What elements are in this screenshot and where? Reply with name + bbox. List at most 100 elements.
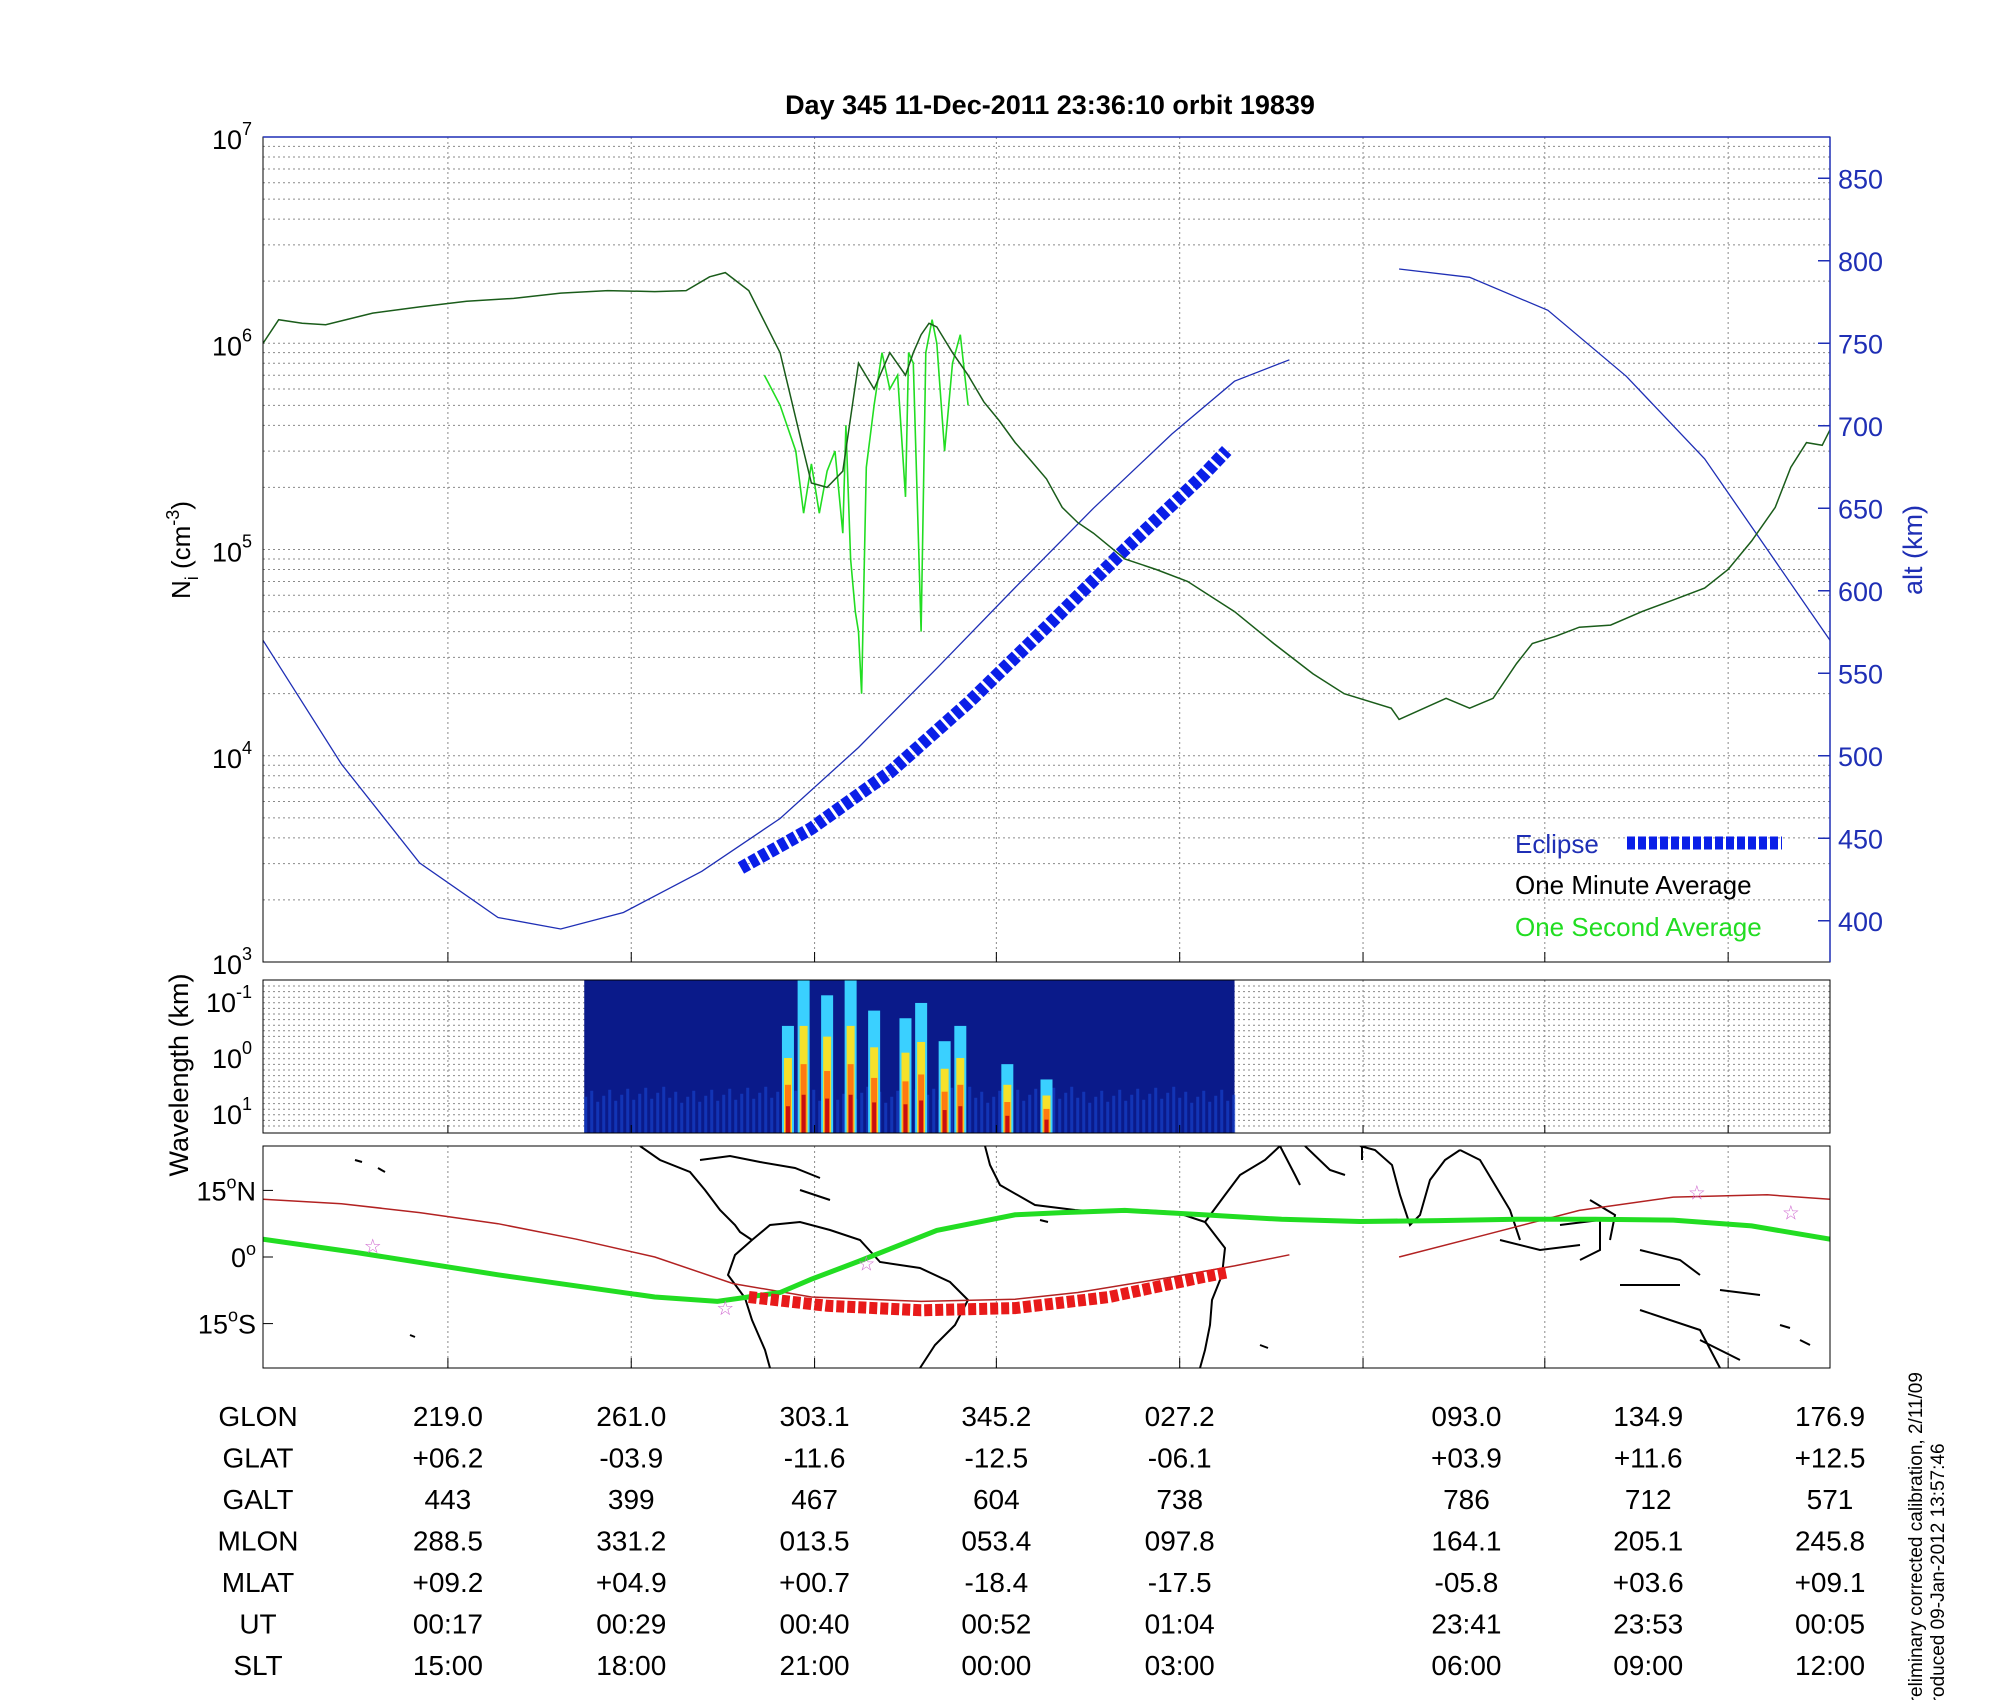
- spectrogram-noise-column: [728, 1088, 732, 1133]
- spectrogram-noise-column: [668, 1097, 672, 1133]
- table-cell: 06:00: [1431, 1650, 1501, 1681]
- spectrogram-noise-column: [596, 1101, 600, 1133]
- table-cell: 21:00: [780, 1650, 850, 1681]
- table-cell: 00:52: [961, 1609, 1031, 1640]
- table-cell: +00.7: [779, 1567, 850, 1598]
- spectrogram-noise-column: [1154, 1087, 1158, 1133]
- spectrogram-noise-column: [662, 1086, 666, 1133]
- altitude-tick-label: 750: [1838, 329, 1883, 359]
- spectrogram-noise-column: [812, 1089, 816, 1133]
- table-cell: 331.2: [596, 1526, 666, 1557]
- legend-one-minute-label: One Minute Average: [1515, 870, 1752, 900]
- table-cell: 01:04: [1145, 1609, 1215, 1640]
- table-cell: 03:00: [1145, 1650, 1215, 1681]
- legend-eclipse-label: Eclipse: [1515, 829, 1599, 859]
- spectrogram-burst-core: [848, 1094, 853, 1133]
- spectrogram-noise-column: [740, 1093, 744, 1133]
- table-cell: +03.9: [1431, 1443, 1502, 1474]
- spectrogram-noise-column: [602, 1095, 606, 1133]
- table-cell: 09:00: [1613, 1650, 1683, 1681]
- spectrogram-noise-column: [1118, 1089, 1122, 1133]
- star-marker: ☆: [1782, 1203, 1800, 1225]
- spectrogram-noise-column: [1052, 1087, 1056, 1133]
- spectrogram-noise-column: [794, 1090, 798, 1133]
- table-cell: 18:00: [596, 1650, 666, 1681]
- spectrogram-noise-column: [926, 1094, 930, 1133]
- calibration-note: Preliminary corrected calibration, 2/11/…: [1906, 1372, 1927, 1700]
- density-y-tick-label: 106: [212, 325, 252, 361]
- spectrogram-noise-column: [980, 1091, 984, 1133]
- one-second-average-line: [763, 319, 969, 694]
- spectrogram-noise-column: [1022, 1100, 1026, 1133]
- table-cell: -17.5: [1148, 1567, 1212, 1598]
- spectrogram-noise-column: [1088, 1102, 1092, 1133]
- spectrogram-noise-column: [1136, 1088, 1140, 1133]
- spectrogram-burst-core: [1044, 1119, 1049, 1133]
- spectrogram-noise-column: [896, 1090, 900, 1133]
- spectrogram-noise-column: [752, 1098, 756, 1133]
- table-cell: 134.9: [1613, 1401, 1683, 1432]
- table-cell: -03.9: [599, 1443, 663, 1474]
- map-latitude-ticks: 15oN 0o 15oS: [196, 1172, 1729, 1368]
- table-cell: -12.5: [964, 1443, 1028, 1474]
- spectrogram-noise-column: [1028, 1094, 1032, 1133]
- altitude-tick-label: 700: [1838, 412, 1883, 442]
- density-label-exp: -3: [163, 510, 183, 526]
- eclipse-track-line: [748, 1266, 1228, 1317]
- spectrogram-noise-column: [974, 1097, 978, 1133]
- table-cell: 15:00: [413, 1650, 483, 1681]
- density-label-close: ): [166, 501, 196, 510]
- spectrogram-image: [584, 980, 1236, 1133]
- legend-one-second-label: One Second Average: [1515, 912, 1762, 942]
- spectrogram-noise-column: [746, 1087, 750, 1133]
- density-label-sub: i: [182, 576, 202, 580]
- spectrogram-noise-column: [1220, 1089, 1224, 1133]
- spectrogram-noise-column: [674, 1091, 678, 1133]
- table-row-label: GLON: [218, 1401, 297, 1432]
- spectrogram-noise-column: [986, 1102, 990, 1133]
- spectrogram-noise-column: [608, 1089, 612, 1133]
- density-y-axis-label: Ni (cm-3): [163, 501, 202, 599]
- table-cell: 00:17: [413, 1609, 483, 1640]
- produced-note: Produced 09-Jan-2012 13:57:46: [1928, 1443, 1949, 1700]
- table-cell: 261.0: [596, 1401, 666, 1432]
- spectrogram-noise-column: [1112, 1095, 1116, 1133]
- spectrogram-y-ticks: 10-1 100 101: [206, 982, 1729, 1133]
- spectrogram-noise-column: [842, 1093, 846, 1133]
- star-marker: ☆: [716, 1298, 734, 1320]
- legend: Eclipse One Minute Average One Second Av…: [1515, 829, 1782, 942]
- table-cell: 176.9: [1795, 1401, 1865, 1432]
- spectrogram-noise-column: [680, 1102, 684, 1133]
- table-cell: 12:00: [1795, 1650, 1865, 1681]
- altitude-tick-label: 800: [1838, 247, 1883, 277]
- table-cell: 443: [425, 1484, 472, 1515]
- spectrogram-noise-column: [866, 1086, 870, 1133]
- magnetic-equator-line: [263, 1194, 1830, 1303]
- spectrogram-noise-column: [710, 1089, 714, 1133]
- table-cell: 604: [973, 1484, 1020, 1515]
- spectrogram-grid: [263, 980, 1830, 1133]
- star-marker: ☆: [1688, 1183, 1706, 1205]
- spectrogram-noise-column: [1166, 1092, 1170, 1133]
- spectrogram-noise-column: [632, 1099, 636, 1133]
- map-lat-tick-label: 15oS: [198, 1306, 256, 1340]
- spectrogram-noise-column: [584, 1096, 588, 1133]
- spectrogram-noise-column: [1172, 1086, 1176, 1133]
- spectrogram-noise-column: [1178, 1097, 1182, 1133]
- table-row-label: UT: [239, 1609, 276, 1640]
- coastline-india: [1359, 1146, 1461, 1227]
- spectrogram-burst-core: [785, 1106, 790, 1133]
- table-cell: +09.1: [1795, 1567, 1866, 1598]
- coastline-africa: [984, 1146, 1281, 1368]
- spectrogram-noise-column: [1082, 1091, 1086, 1133]
- altitude-tick-label: 600: [1838, 577, 1883, 607]
- star-marker: ☆: [364, 1236, 382, 1258]
- spectrogram-noise-column: [1034, 1088, 1038, 1133]
- spectrogram-noise-column: [1106, 1101, 1110, 1133]
- spectrogram-burst-core: [1005, 1115, 1010, 1133]
- table-cell: 013.5: [780, 1526, 850, 1557]
- star-marker: ☆: [857, 1254, 875, 1276]
- table-row-label: GALT: [222, 1484, 293, 1515]
- spectrogram-y-tick-label: 101: [212, 1094, 252, 1130]
